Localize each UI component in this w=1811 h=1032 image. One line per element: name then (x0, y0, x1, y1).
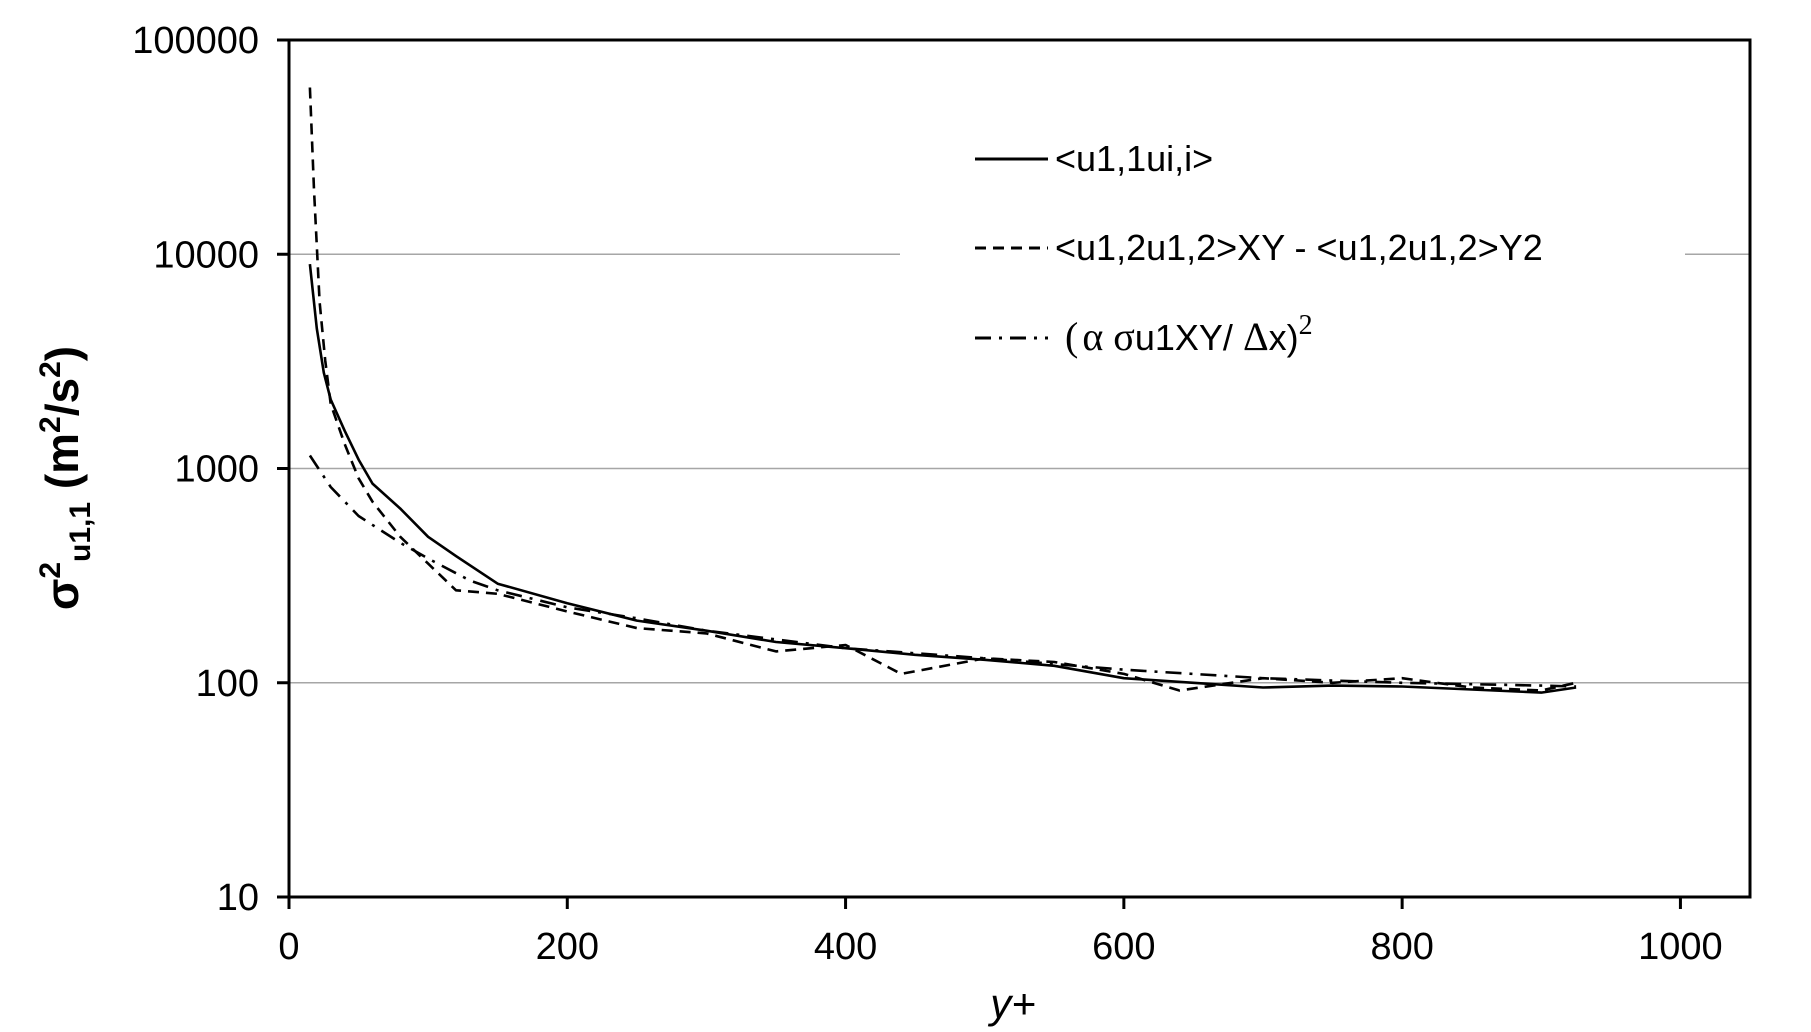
legend-dashdot-sup: 2 (1299, 310, 1313, 341)
y-axis-title: σ2u1,1 (m2/s2) (34, 346, 97, 610)
ylabel-symbol: σ (36, 579, 88, 610)
legend-dashdot-alpha: α (1082, 314, 1103, 359)
legend-background (900, 125, 1685, 365)
y-tick-label: 100000 (132, 20, 259, 62)
ylabel-units-close: ) (36, 346, 88, 361)
y-tick-label: 10 (217, 877, 259, 919)
series-line-dashdot (308, 454, 1577, 688)
series-layer (308, 87, 1577, 694)
x-tick-label: 800 (1370, 926, 1433, 968)
legend-label-dashed: <u1,2u1,2>XY - <u1,2u1,2>Y2 (1055, 227, 1543, 268)
y-tick-label: 1000 (174, 449, 259, 491)
legend: <u1,1ui,i> <u1,2u1,2>XY - <u1,2u1,2>Y2 (… (900, 125, 1685, 365)
series-line-solid (308, 263, 1577, 694)
legend-label-dashdot: (α σu1XY/ Δx)2 (1065, 310, 1313, 359)
legend-label-solid: <u1,1ui,i> (1055, 138, 1213, 179)
ylabel-sup: 2 (34, 562, 67, 579)
legend-dashdot-open: ( (1065, 314, 1078, 359)
legend-dashdot-end: x) (1269, 317, 1299, 358)
y-tick-label: 10000 (153, 234, 259, 276)
ylabel-units-mid: /s (36, 378, 88, 416)
axis-ticks: 10 100 1000 10000 100000 0 200 400 600 800 1000 (132, 20, 1723, 968)
x-tick-label: 0 (278, 926, 299, 968)
svg-text:σ2u1,1 (m2/s2): σ2u1,1 (m2/s2) (34, 346, 97, 610)
legend-dashdot-delta: Δ (1243, 314, 1269, 359)
x-tick-label: 400 (814, 926, 877, 968)
x-axis-title: y+ (987, 980, 1036, 1027)
ylabel-units-sup1: 2 (34, 416, 67, 433)
legend-dashdot-sigma: σ (1103, 314, 1135, 359)
ylabel-sub: u1,1 (64, 502, 97, 562)
y-tick-label: 100 (196, 663, 259, 705)
ylabel-units-sup2: 2 (34, 361, 67, 378)
ylabel-units-open: (m (36, 433, 88, 502)
series-line-dashed (308, 87, 1577, 692)
x-tick-label: 200 (536, 926, 599, 968)
x-tick-label: 600 (1092, 926, 1155, 968)
x-tick-label: 1000 (1638, 926, 1723, 968)
legend-dashdot-mid: u1XY/ (1135, 317, 1243, 358)
